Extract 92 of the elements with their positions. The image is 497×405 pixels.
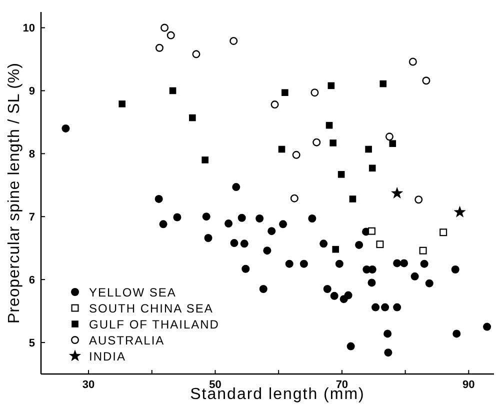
point — [368, 278, 376, 287]
point — [384, 330, 392, 338]
point — [384, 348, 392, 357]
x-tick-label: 30 — [82, 379, 95, 391]
point — [285, 260, 294, 268]
legend-label: INDIA — [89, 350, 126, 364]
point — [393, 259, 402, 268]
point — [320, 240, 328, 248]
point — [368, 227, 376, 235]
y-tick-label: 9 — [28, 86, 35, 98]
point — [380, 80, 387, 88]
point — [344, 291, 352, 300]
point — [368, 164, 376, 172]
point — [414, 196, 423, 204]
point — [483, 322, 492, 331]
point — [349, 196, 356, 202]
point — [381, 303, 390, 312]
point — [202, 156, 208, 164]
point — [300, 260, 308, 268]
point — [420, 260, 428, 268]
point — [166, 31, 175, 40]
point — [256, 214, 264, 222]
point — [400, 259, 408, 268]
legend-label: SOUTH CHINA SEA — [89, 302, 214, 316]
point — [389, 140, 396, 147]
point — [410, 272, 419, 280]
legend-label: GULF OF THAILAND — [89, 318, 220, 332]
point — [238, 214, 246, 222]
point — [330, 292, 338, 300]
point — [335, 260, 344, 268]
point — [189, 114, 196, 122]
point — [355, 240, 364, 249]
point — [385, 132, 394, 141]
point — [308, 214, 316, 222]
point — [155, 44, 164, 52]
point — [118, 100, 126, 108]
point — [224, 220, 233, 228]
point — [159, 220, 168, 228]
legend-label: YELLOW SEA — [89, 286, 176, 300]
point — [332, 246, 340, 253]
point — [328, 82, 335, 90]
point — [278, 146, 286, 153]
point — [160, 24, 169, 32]
point — [365, 146, 372, 153]
point — [232, 183, 240, 192]
point — [282, 89, 288, 96]
point — [326, 122, 333, 129]
point — [62, 124, 70, 132]
point — [419, 246, 427, 254]
point — [454, 206, 466, 218]
y-axis-title: Preopercular spine length / SL (%) — [6, 62, 23, 324]
point — [290, 194, 298, 202]
point — [440, 228, 448, 236]
point — [372, 303, 380, 312]
point — [330, 140, 336, 146]
point — [204, 234, 212, 242]
point — [310, 88, 319, 97]
point — [346, 342, 355, 350]
point — [154, 194, 163, 203]
point — [368, 265, 376, 274]
point — [259, 285, 268, 294]
point — [452, 330, 461, 338]
y-tick-label: 10 — [22, 22, 35, 35]
x-tick-label: 90 — [462, 379, 475, 391]
legend-label: AUSTRALIA — [89, 334, 165, 348]
point — [422, 76, 430, 85]
point — [408, 58, 417, 66]
point — [230, 239, 238, 248]
point — [292, 150, 300, 159]
point — [192, 50, 200, 58]
point — [169, 87, 176, 94]
point — [390, 186, 404, 198]
point — [393, 303, 402, 312]
point — [240, 240, 248, 248]
point — [263, 246, 272, 255]
point — [338, 171, 345, 178]
point — [202, 212, 210, 221]
point — [312, 138, 321, 146]
point — [425, 279, 434, 288]
y-tick-label: 7 — [28, 212, 35, 224]
point — [279, 220, 288, 228]
point — [230, 36, 238, 45]
y-tick-label: 6 — [28, 274, 35, 287]
point — [376, 240, 384, 248]
point — [242, 264, 250, 273]
point — [173, 213, 182, 222]
point — [323, 285, 332, 294]
y-tick-label: 5 — [28, 338, 35, 350]
point — [270, 100, 279, 109]
point — [268, 227, 276, 236]
y-tick-label: 8 — [28, 148, 35, 161]
point — [451, 265, 460, 274]
